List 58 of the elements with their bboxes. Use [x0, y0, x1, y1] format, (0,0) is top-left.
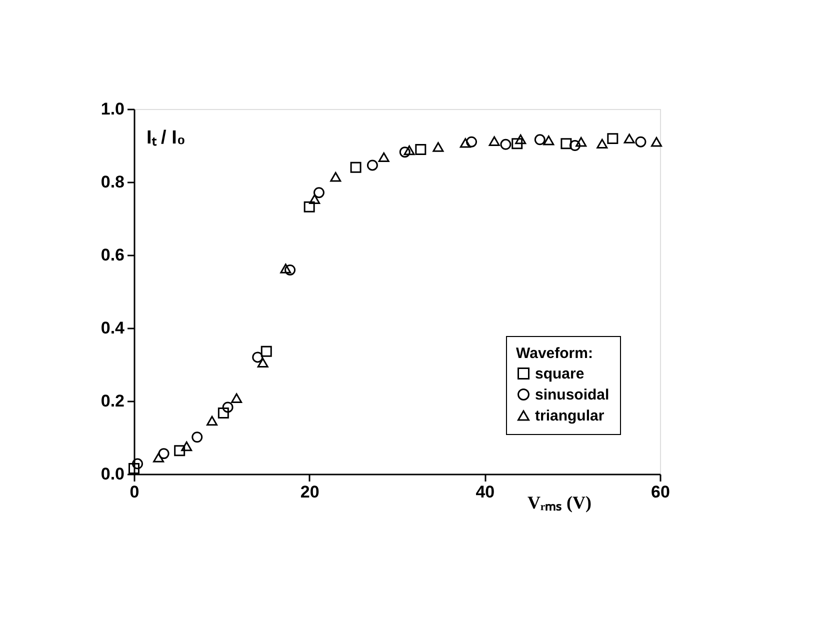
point	[399, 146, 410, 158]
y-axis-title: Iₜ / I₀	[146, 128, 186, 148]
point	[366, 160, 378, 171]
point	[206, 416, 218, 426]
point	[158, 448, 170, 460]
point	[181, 441, 192, 452]
point	[378, 152, 390, 162]
point	[515, 134, 526, 144]
y-tick-label: 0.4	[100, 318, 126, 338]
point	[607, 133, 618, 144]
y-tick-label: 0.6	[100, 246, 124, 264]
point	[284, 264, 296, 276]
point	[624, 134, 635, 144]
point	[280, 264, 292, 274]
point	[543, 136, 554, 146]
point	[576, 136, 587, 147]
y-tick-label: 1.0	[100, 100, 124, 118]
point	[222, 402, 234, 413]
point	[651, 136, 662, 147]
point	[330, 172, 342, 182]
legend-label: triangular	[535, 408, 604, 424]
x-tick-label: 40	[476, 482, 495, 502]
point	[432, 142, 444, 152]
point	[500, 138, 512, 150]
y-tick-label: 0.8	[100, 172, 124, 192]
point	[466, 136, 478, 148]
point	[534, 134, 546, 146]
point	[153, 452, 164, 462]
point	[635, 136, 646, 148]
x-axis-title: Vᵣₘₛ (V)	[527, 492, 592, 512]
point	[404, 145, 415, 156]
point	[460, 138, 471, 148]
point	[512, 138, 523, 150]
y-tick-label: 0.2	[100, 392, 124, 410]
point	[192, 432, 203, 443]
point	[231, 393, 242, 403]
point	[257, 358, 268, 368]
point	[309, 194, 320, 204]
point	[350, 162, 362, 173]
point	[415, 144, 426, 156]
legend-label: square	[535, 366, 584, 382]
point	[218, 408, 229, 419]
legend-label: sinusoidal	[535, 386, 610, 404]
point	[560, 138, 572, 150]
x-tick-label: 0	[130, 482, 140, 502]
point	[313, 187, 324, 198]
point	[132, 458, 143, 470]
y-tick-label: 0.0	[100, 464, 124, 484]
point	[260, 346, 272, 357]
point	[174, 445, 186, 456]
legend-title: Waveform:	[516, 345, 593, 362]
point	[252, 352, 264, 363]
point	[304, 201, 315, 212]
point	[596, 138, 608, 149]
point	[488, 136, 500, 146]
x-tick-label: 60	[651, 482, 670, 502]
x-tick-label: 20	[300, 482, 320, 502]
point	[569, 140, 580, 151]
